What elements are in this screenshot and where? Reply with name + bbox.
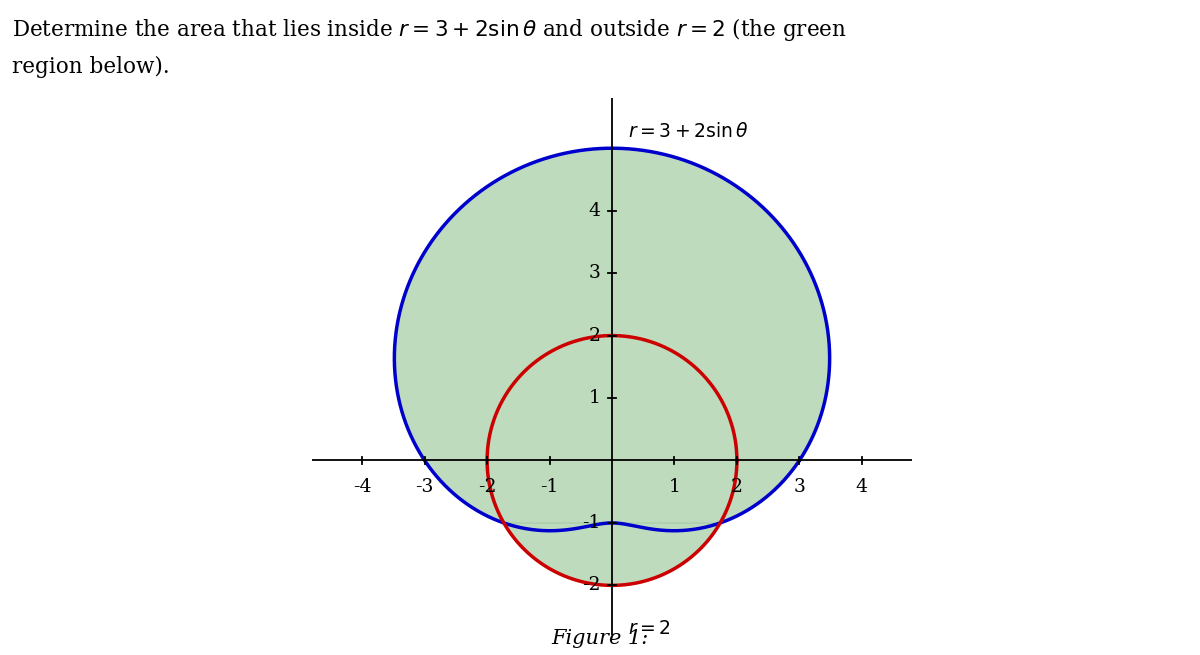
Text: -1: -1 xyxy=(582,514,601,532)
Text: Determine the area that lies inside $r = 3 + 2\sin\theta$ and outside $r = 2$ (t: Determine the area that lies inside $r =… xyxy=(12,16,847,43)
Text: 1: 1 xyxy=(589,389,601,407)
Text: -3: -3 xyxy=(415,478,434,496)
Text: $r = 3 + 2\sin\theta$: $r = 3 + 2\sin\theta$ xyxy=(628,122,749,141)
Text: 2: 2 xyxy=(731,478,743,496)
Text: -4: -4 xyxy=(353,478,372,496)
Text: 3: 3 xyxy=(793,478,805,496)
Text: 4: 4 xyxy=(856,478,868,496)
Text: region below).: region below). xyxy=(12,56,169,78)
Text: Figure 1:: Figure 1: xyxy=(551,629,649,648)
Text: -1: -1 xyxy=(540,478,559,496)
Text: 2: 2 xyxy=(589,327,601,345)
Polygon shape xyxy=(395,148,829,586)
Text: -2: -2 xyxy=(478,478,497,496)
Text: 3: 3 xyxy=(589,264,601,282)
Text: 4: 4 xyxy=(589,202,601,219)
Text: 1: 1 xyxy=(668,478,680,496)
Text: -2: -2 xyxy=(582,576,601,594)
Text: $r = 2$: $r = 2$ xyxy=(628,620,671,638)
